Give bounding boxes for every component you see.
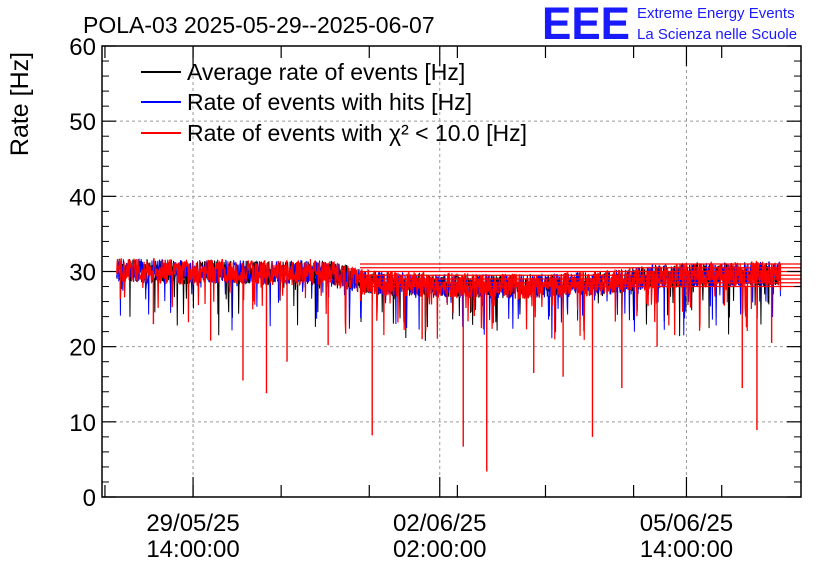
x-tick-time-label: 14:00:00 — [146, 536, 239, 563]
logo-line-2: La Scienza nelle Scuole — [637, 26, 797, 43]
eee-logo: EEE Extreme Energy Events La Scienza nel… — [542, 0, 797, 49]
y-tick-label: 50 — [69, 109, 96, 136]
logo-mark: EEE — [542, 0, 630, 49]
y-tick-label: 40 — [69, 184, 96, 211]
series-rate-chi2 — [116, 258, 782, 340]
legend: Average rate of events [Hz] Rate of even… — [141, 59, 527, 146]
series-layer — [116, 258, 801, 472]
legend-label-average: Average rate of events [Hz] — [187, 59, 465, 85]
legend-label-chi2: Rate of events with χ² < 10.0 [Hz] — [187, 120, 527, 146]
tick-labels: 010203040506029/05/2514:00:0002/06/2502:… — [69, 34, 733, 563]
legend-label-hits: Rate of events with hits [Hz] — [187, 89, 472, 115]
y-tick-label: 20 — [69, 335, 96, 362]
y-tick-label: 10 — [69, 410, 96, 437]
x-tick-date-label: 29/05/25 — [146, 510, 239, 537]
x-tick-time-label: 14:00:00 — [640, 536, 733, 563]
x-tick-time-label: 02:00:00 — [393, 536, 486, 563]
chart-title: POLA-03 2025-05-29--2025-06-07 — [83, 12, 435, 38]
y-tick-label: 60 — [69, 34, 96, 61]
y-tick-label: 0 — [83, 485, 96, 512]
y-tick-label: 30 — [69, 260, 96, 287]
logo-line-1: Extreme Energy Events — [637, 5, 795, 22]
y-axis-label: Rate [Hz] — [6, 52, 34, 156]
axis-ticks — [102, 45, 801, 498]
x-tick-date-label: 05/06/25 — [640, 510, 733, 537]
x-tick-date-label: 02/06/25 — [393, 510, 486, 537]
